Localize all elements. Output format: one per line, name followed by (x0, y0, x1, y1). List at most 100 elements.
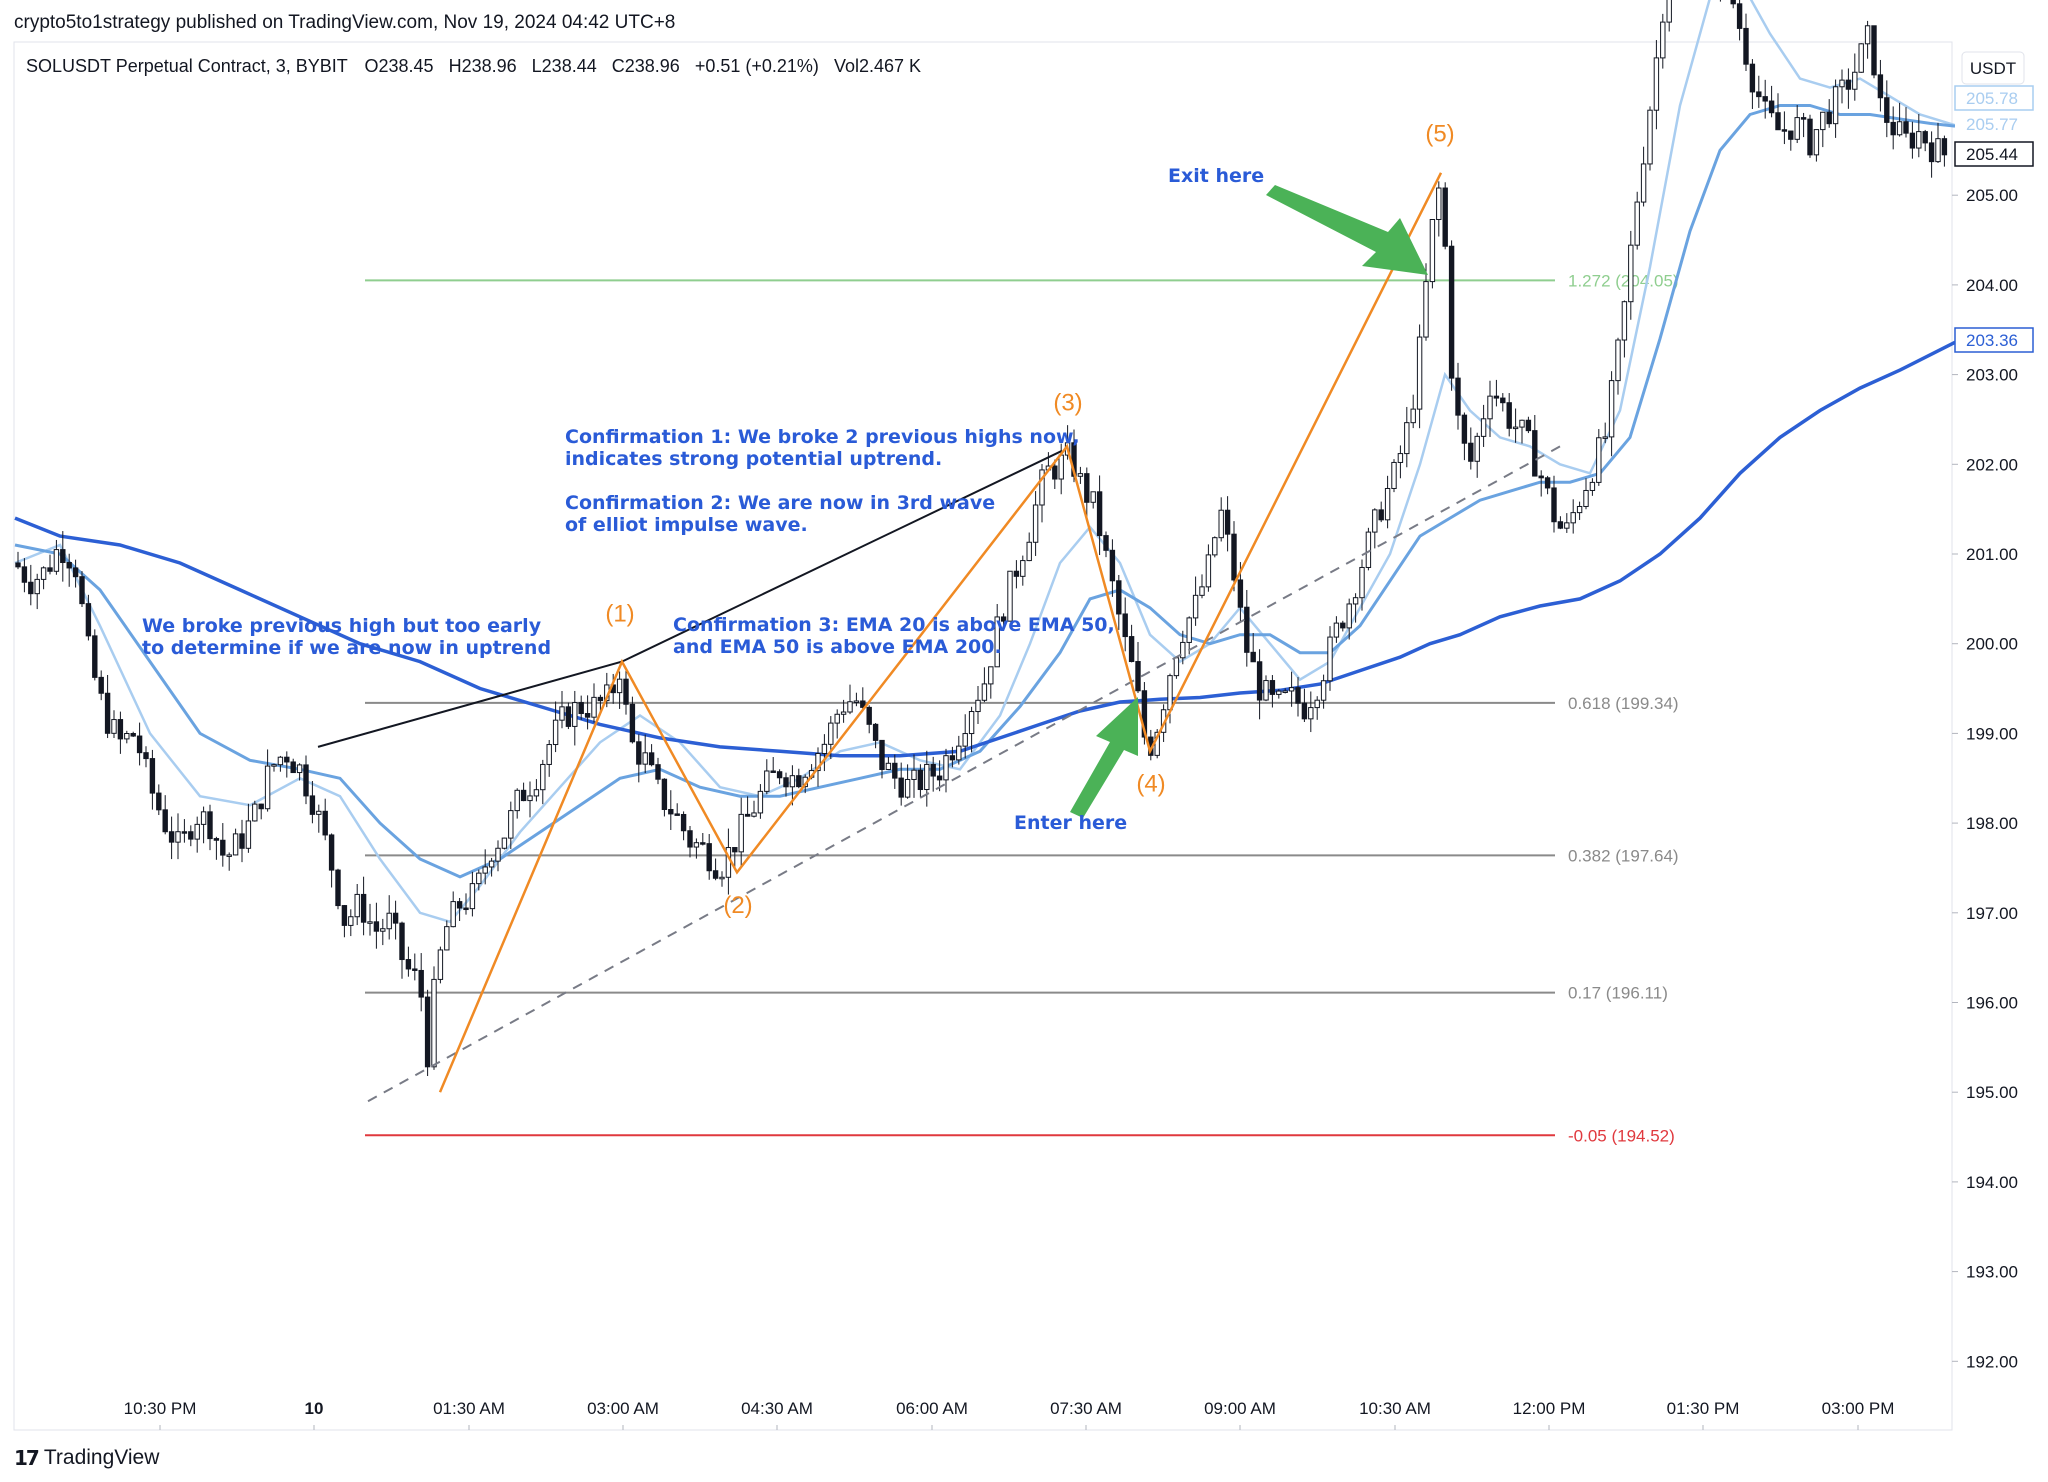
candle-body (1128, 636, 1135, 663)
candle-body (821, 743, 828, 754)
candle-body (860, 700, 866, 708)
candle-body (399, 922, 405, 961)
candles (15, 0, 1948, 1077)
candle-body (834, 713, 840, 724)
ohlc-low: L238.44 (532, 56, 597, 76)
y-tick-label: 199.00 (1966, 724, 2018, 743)
svg-text:SOLUSDT Perpetual Contract, 3,: SOLUSDT Perpetual Contract, 3, BYBIT O23… (26, 56, 921, 76)
candle-body (565, 706, 572, 727)
candle-body (341, 905, 348, 926)
currency-button[interactable]: USDT (1961, 51, 2025, 85)
candle-body (1026, 541, 1032, 562)
candle-body (1231, 533, 1237, 581)
candle-body (1205, 554, 1212, 588)
price-badge-label: 205.78 (1966, 89, 2018, 108)
y-tick-label: 204.00 (1966, 276, 2018, 295)
candle-body (1397, 453, 1404, 463)
candle-body (1564, 522, 1570, 529)
candle-body (1352, 597, 1359, 605)
candle-body (1410, 408, 1416, 424)
candle-body (1941, 138, 1948, 156)
candle-body (757, 790, 764, 814)
candle-body (898, 777, 904, 798)
candle-body (53, 549, 60, 572)
candle-body (143, 752, 149, 760)
candle-body (1660, 21, 1666, 59)
candle-body (188, 831, 194, 840)
candle-body (719, 876, 725, 880)
candle-body (412, 968, 418, 971)
candle-body (988, 666, 994, 685)
candle-body (796, 775, 802, 788)
candle-body (712, 870, 719, 879)
candle-body (1429, 219, 1436, 283)
candle-body (111, 719, 117, 734)
candle-body (1544, 477, 1551, 489)
y-tick-label: 193.00 (1966, 1263, 2018, 1282)
candle-body (572, 702, 578, 727)
price-badge-label: 205.77 (1966, 115, 2018, 134)
candle-body (1845, 79, 1852, 90)
candle-body (872, 723, 879, 741)
candle-body (264, 765, 271, 810)
candle-body (1301, 702, 1308, 720)
x-tick-label: 10 (305, 1399, 324, 1418)
candle-body (252, 803, 258, 822)
price-axis[interactable]: 192.00 193.00 194.00 195.00 196.00 197.00 198.… (1952, 85, 2034, 1371)
candle-body (1928, 142, 1935, 163)
candle-body (1384, 487, 1391, 521)
candle-body (290, 761, 296, 774)
candle-body (1832, 86, 1839, 125)
x-tick-label: 09:00 AM (1204, 1399, 1276, 1418)
candle-body (744, 813, 751, 817)
candle-body (405, 959, 412, 970)
candle-body (1173, 657, 1180, 677)
price-badge (1954, 85, 2034, 111)
candle-body (373, 921, 380, 932)
candle-body (1903, 121, 1909, 134)
candle-body (1288, 687, 1295, 692)
candle-body (1519, 419, 1525, 428)
y-tick-label: 192.00 (1966, 1352, 2018, 1371)
candle-body (1084, 473, 1090, 503)
candle-body (1135, 661, 1141, 692)
candle-body (1007, 570, 1013, 622)
candle-body (392, 912, 399, 924)
y-tick-label: 201.00 (1966, 545, 2018, 564)
candle-body (156, 792, 162, 811)
candle-body (239, 833, 245, 849)
candle-body (232, 833, 239, 856)
exit-arrow (1266, 185, 1428, 275)
y-tick-label: 196.00 (1966, 994, 2018, 1013)
fib-level-label: 0.382 (197.64) (1568, 846, 1679, 865)
candle-body (469, 883, 476, 910)
candle-body (1730, 0, 1736, 5)
candle-body (687, 830, 693, 848)
annotation-text: Confirmation 2: We are now in 3rd wave of… (565, 492, 995, 536)
candle-body (770, 770, 776, 773)
candle-body (1922, 131, 1928, 144)
candle-body (124, 733, 130, 740)
candle-body (322, 810, 328, 836)
wave-label: (3) (1053, 389, 1082, 416)
candle-body (1871, 25, 1877, 76)
candle-body (149, 758, 156, 794)
candle-body (1570, 512, 1576, 524)
y-tick-label: 203.00 (1966, 366, 2018, 385)
tradingview-logo[interactable]: 17 TradingView (14, 1446, 159, 1470)
candle-body (924, 763, 930, 791)
candle-body (1474, 435, 1480, 462)
candle-body (1896, 121, 1903, 136)
candle-body (892, 762, 898, 779)
candle-body (1122, 613, 1128, 638)
y-tick-label: 197.00 (1966, 904, 2018, 923)
candle-body (1186, 617, 1192, 643)
price-badge (1954, 141, 2034, 167)
candle-body (34, 578, 40, 595)
time-axis[interactable]: 10:30 PM 10 01:30 AM 03:00 AM 04:30 AM 06:00 … (124, 1399, 1895, 1430)
candle-body (1020, 560, 1026, 577)
candle-body (1141, 690, 1148, 738)
enter-arrow (1070, 697, 1138, 818)
candle-body (1077, 473, 1084, 477)
